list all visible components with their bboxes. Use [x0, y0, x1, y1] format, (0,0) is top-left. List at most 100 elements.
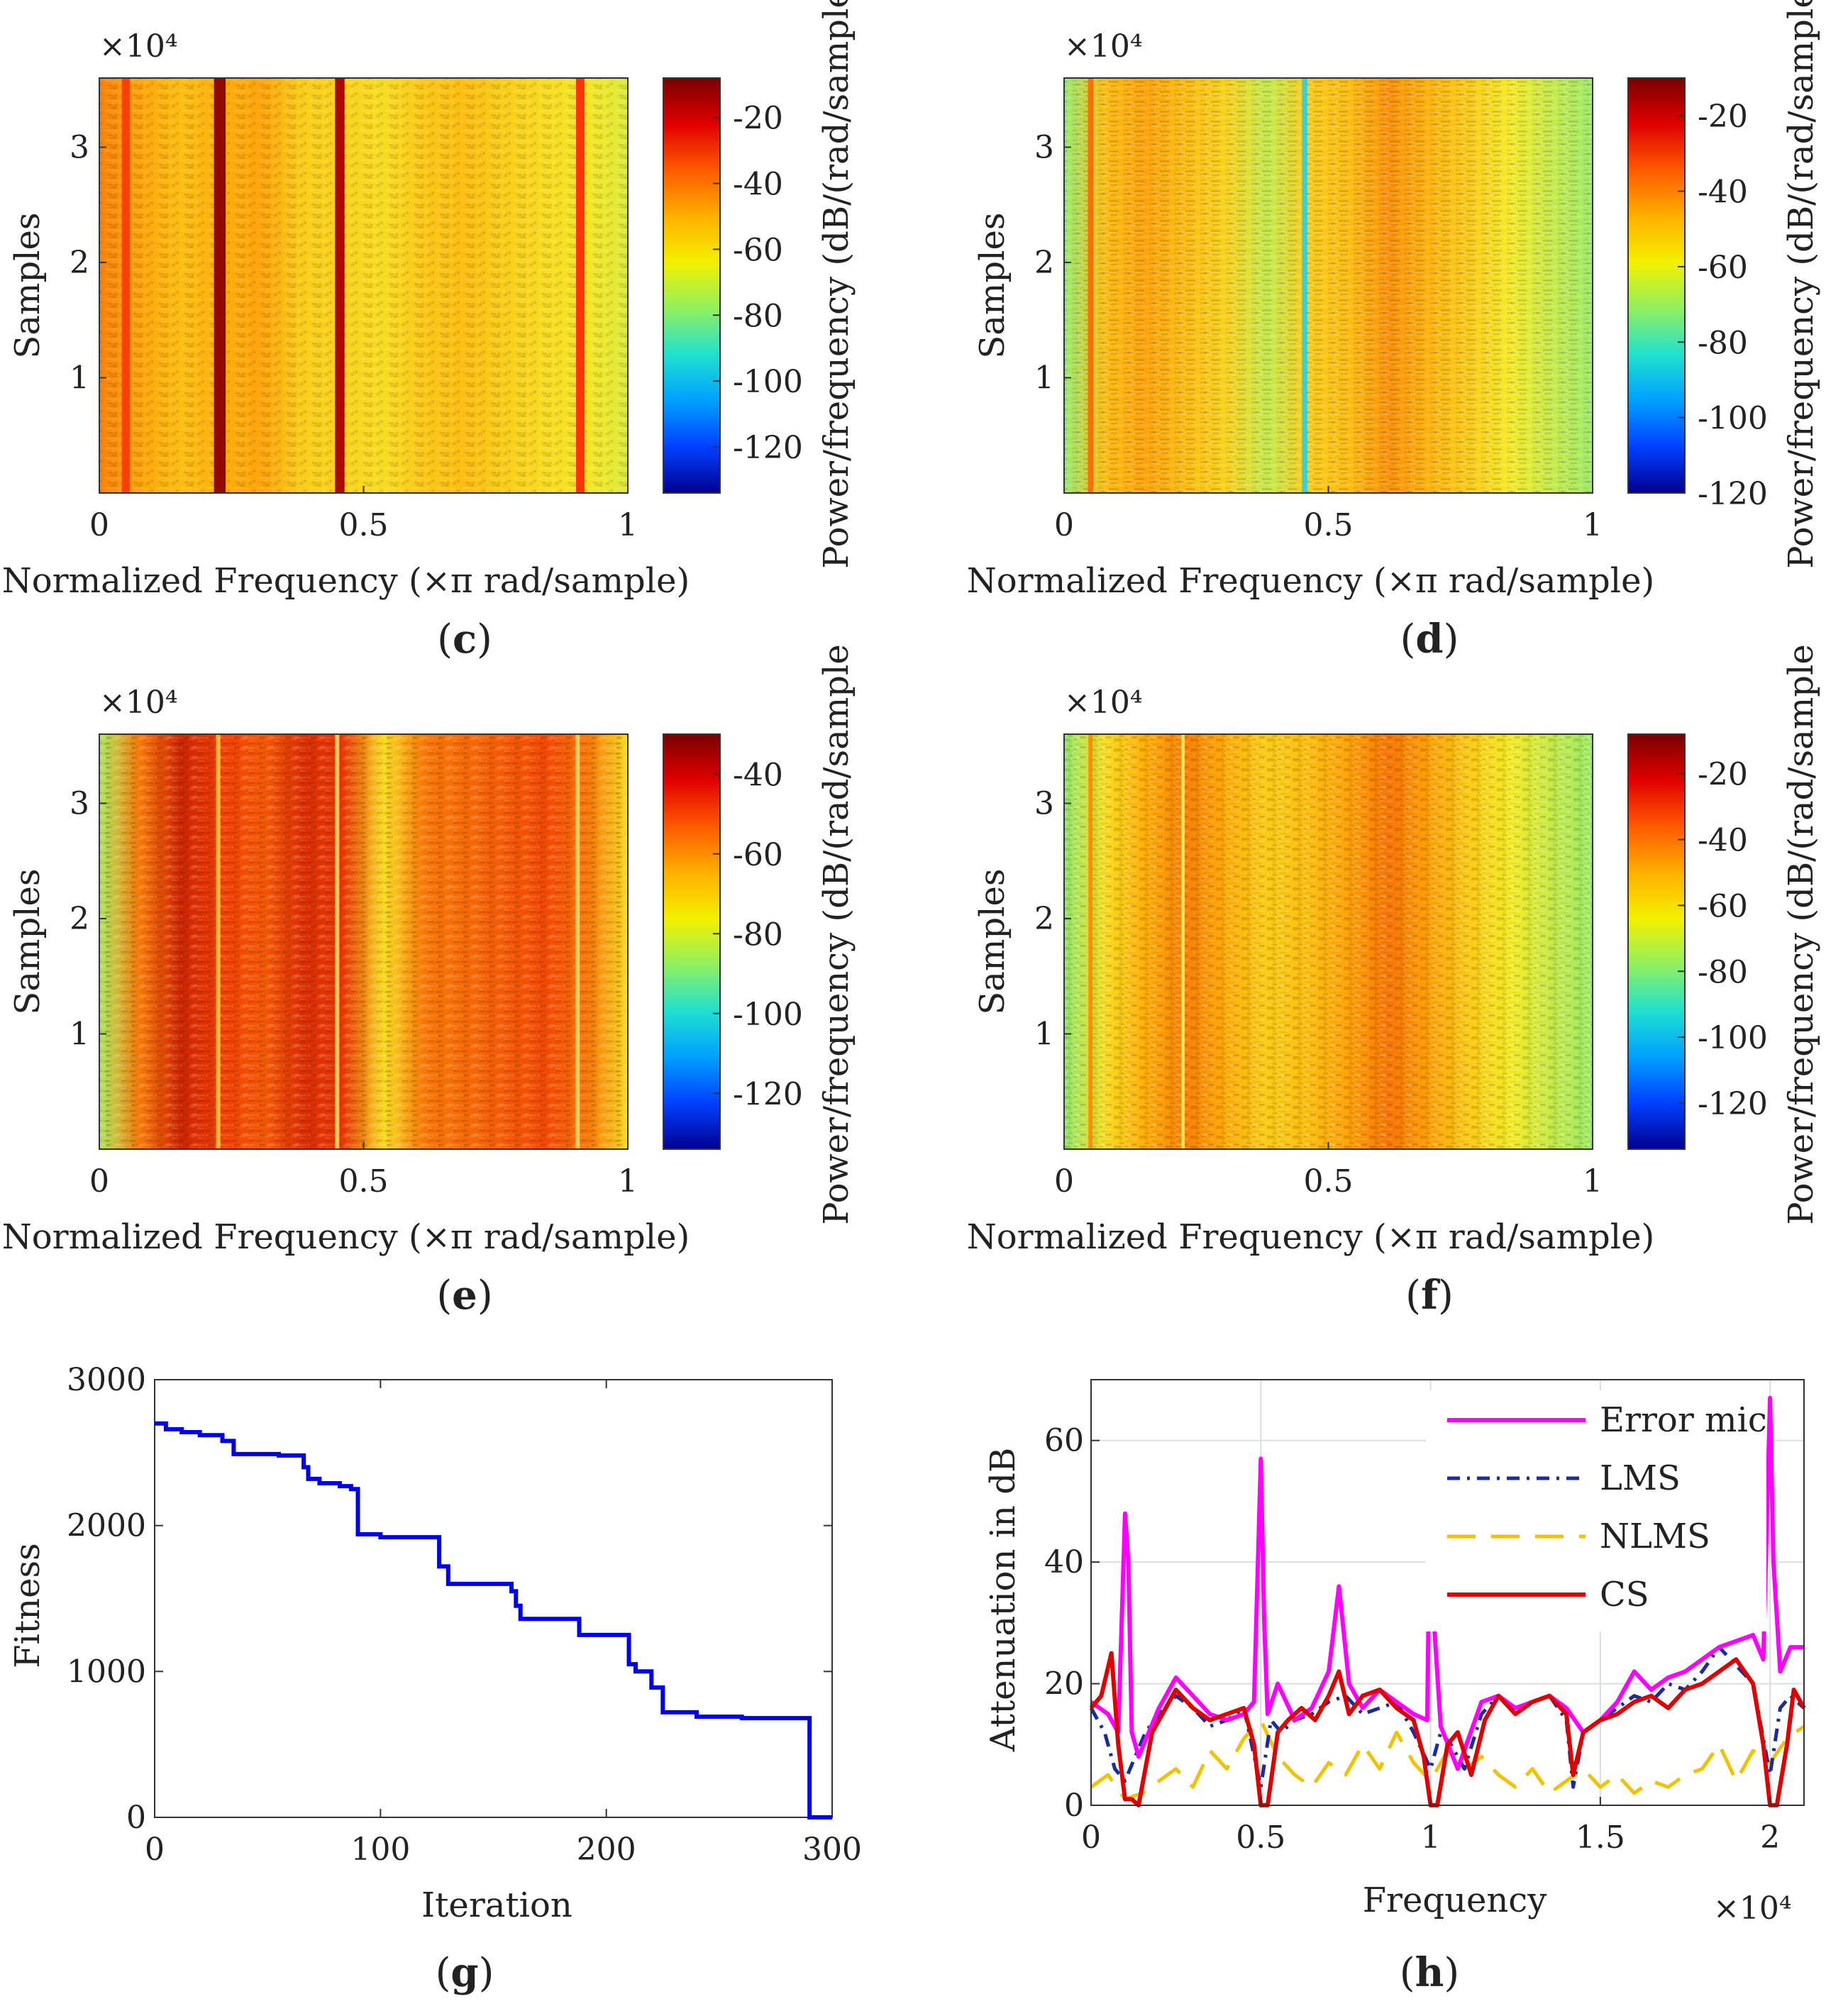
x-tick-label: 0 — [145, 1832, 165, 1868]
colorbar-tick-label: -120 — [733, 430, 803, 466]
colorbar-tick-label: -120 — [733, 1076, 803, 1112]
y-tick-label: 2 — [70, 245, 89, 281]
y-tick-label: 0 — [1064, 1788, 1084, 1824]
y-tick-label: 3 — [1034, 130, 1054, 166]
colorbar-tick-label: -80 — [733, 298, 783, 334]
y-tick-label: 1 — [1034, 1016, 1054, 1053]
x-tick-label: 0.5 — [1304, 507, 1354, 543]
panel-caption: (g) — [436, 1949, 494, 1996]
fitness-chart-panel-g: 0 100 200 300 0 1000 2000 3000 Iteration… — [8, 1362, 862, 1996]
colorbar — [1627, 77, 1686, 494]
spectral-band — [1088, 78, 1093, 493]
y-tick-labels: 1 2 3 — [70, 786, 89, 1053]
spectral-band — [335, 78, 345, 493]
colorbar-tick-label: -100 — [1698, 401, 1768, 437]
colorbar-label: Power/frequency (dB/(rad/sample — [817, 0, 856, 569]
colorbar-tick-labels: -20 -40 -60 -80 -100 -120 — [1698, 757, 1768, 1122]
spectrogram-heatmap — [1064, 734, 1593, 1149]
panel-caption-letter: h — [1415, 1949, 1444, 1996]
x-tick-label: 300 — [802, 1832, 862, 1868]
colorbar-tick-label: -100 — [733, 997, 803, 1033]
spectrogram-panel-c: 0 0.5 1 1 2 3 ×10⁴ Samples Normalized Fr… — [2, 0, 856, 663]
x-axis-label: Normalized Frequency (×π rad/sample) — [2, 1217, 690, 1257]
axis-multiplier: ×10⁴ — [1713, 1890, 1792, 1927]
x-tick-label: 1 — [1421, 1819, 1441, 1856]
heatmap-texture — [1064, 78, 1593, 493]
legend-label-cs: CS — [1600, 1575, 1649, 1614]
y-tick-label: 3 — [1034, 786, 1054, 822]
y-tick-label: 3 — [70, 130, 89, 166]
colorbar-label: Power/frequency (dB/(rad/sample — [817, 644, 856, 1225]
spectral-band — [335, 734, 340, 1149]
colorbar-label: Power/frequency (dB/(rad/sample — [1781, 0, 1821, 569]
panel-caption: (h) — [1400, 1949, 1459, 1996]
x-tick-label: 0.5 — [339, 1163, 389, 1200]
y-tick-labels: 0 1000 2000 3000 — [67, 1362, 146, 1836]
x-tick-label: 0.5 — [1304, 1163, 1354, 1200]
x-tick-label: 1.5 — [1576, 1819, 1625, 1856]
colorbar-tick-labels: -20 -40 -60 -80 -100 -120 — [1698, 99, 1768, 512]
y-axis-label: Attenuation in dB — [983, 1448, 1023, 1752]
colorbar-tick-label: -60 — [1698, 888, 1748, 924]
colorbar-tick-label: -100 — [1698, 1020, 1768, 1056]
spectral-band — [1181, 734, 1185, 1149]
colorbar — [663, 733, 721, 1150]
x-tick-label: 0 — [89, 507, 109, 543]
series-line-lms — [1089, 1645, 1805, 1789]
y-tick-label: 40 — [1044, 1544, 1084, 1580]
x-tick-label: 0.5 — [339, 507, 389, 543]
y-axis-label: Samples — [8, 212, 48, 358]
colorbar-tick-label: -120 — [1698, 1086, 1768, 1122]
colorbar — [1627, 733, 1686, 1150]
panel-caption-letter: f — [1421, 1272, 1441, 1319]
colorbar-tick-label: -40 — [733, 167, 783, 203]
colorbar-tick-label: -60 — [733, 837, 783, 873]
x-tick-label: 0.5 — [1236, 1819, 1285, 1856]
y-tick-label: 2 — [70, 901, 89, 937]
y-tick-label: 1 — [70, 1016, 89, 1053]
heatmap-texture — [1064, 734, 1593, 1149]
y-axis-label: Samples — [973, 868, 1012, 1014]
legend-box — [1426, 1390, 1766, 1631]
y-tick-label: 20 — [1044, 1666, 1084, 1702]
spectral-band — [575, 734, 580, 1149]
colorbar-tick-labels: -20 -40 -60 -80 -100 -120 — [733, 101, 803, 466]
axis-multiplier: ×10⁴ — [99, 685, 178, 721]
colorbar-tick-labels: -40 -60 -80 -100 -120 — [733, 757, 803, 1112]
colorbar-tick-label: -60 — [1698, 250, 1748, 286]
x-axis-label: Normalized Frequency (×π rad/sample) — [2, 561, 690, 601]
y-tick-labels: 0 20 40 60 — [1044, 1423, 1084, 1824]
y-tick-label: 2000 — [67, 1508, 146, 1544]
x-tick-labels: 0 0.5 1 — [1054, 507, 1603, 543]
panel-caption-letter: e — [452, 1272, 477, 1319]
y-tick-label: 1 — [70, 360, 89, 397]
legend-label-error-mic: Error mic — [1600, 1400, 1767, 1440]
spectral-band — [1302, 78, 1307, 493]
colorbar — [663, 77, 721, 494]
y-tick-labels: 1 2 3 — [1034, 130, 1054, 397]
chart-legend: Error mic LMS NLMS CS — [1426, 1390, 1767, 1631]
x-axis-label: Iteration — [421, 1885, 572, 1925]
x-tick-label: 200 — [577, 1832, 636, 1868]
colorbar-tick-label: -20 — [733, 101, 783, 137]
y-tick-label: 2 — [1034, 245, 1054, 281]
y-tick-label: 1000 — [67, 1653, 146, 1690]
axis-multiplier: ×10⁴ — [1064, 685, 1143, 721]
spectral-band — [214, 78, 226, 493]
y-tick-label: 0 — [126, 1800, 146, 1836]
y-tick-label: 60 — [1044, 1423, 1084, 1459]
panel-caption-letter: d — [1415, 616, 1443, 663]
y-tick-label: 3000 — [67, 1362, 146, 1398]
x-axis-label: Frequency — [1363, 1880, 1547, 1920]
y-axis-label: Fitness — [8, 1543, 48, 1668]
panel-caption: (e) — [436, 1272, 492, 1319]
x-tick-label: 100 — [350, 1832, 410, 1868]
x-tick-labels: 0 0.5 1 1.5 2 — [1081, 1819, 1780, 1856]
spectrogram-heatmap — [99, 734, 628, 1149]
panel-caption: (c) — [437, 616, 492, 663]
series-line-error-mic — [1090, 1395, 1804, 1771]
x-tick-label: 1 — [1583, 1163, 1603, 1200]
spectrogram-heatmap — [1064, 78, 1593, 493]
axis-multiplier: ×10⁴ — [99, 28, 178, 65]
